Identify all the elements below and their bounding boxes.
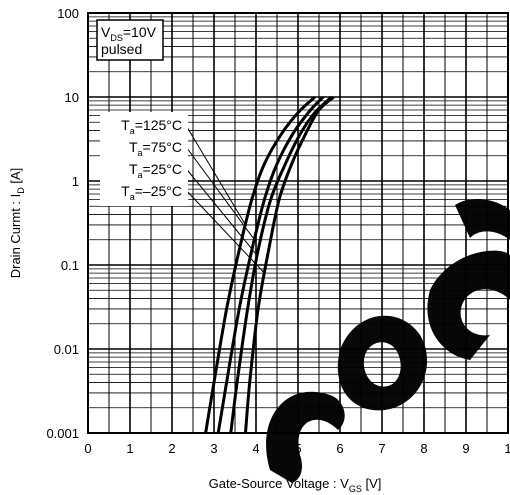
legend-entry-label: Ta=125°C	[121, 117, 182, 136]
grid	[88, 13, 508, 433]
x-axis-label-prefix: Gate-Source Voltage : V	[209, 476, 350, 491]
legend-leader-line	[183, 121, 246, 226]
y-tick-label: 1	[72, 174, 79, 189]
y-axis-label-subscript: D	[16, 187, 26, 194]
condition-line-vds-subscript: DS	[110, 33, 123, 43]
watermark-shape-4	[455, 198, 510, 240]
y-tick-labels: 0.001 0.01 0.1 1 10 100	[46, 6, 79, 441]
legend-leader-line	[183, 143, 255, 241]
x-tick-label: 1	[504, 441, 510, 456]
legend-entry-label-suffix: =25°C	[143, 161, 182, 177]
watermark	[266, 198, 510, 483]
x-tick-label: 1	[126, 441, 133, 456]
x-tick-label: 6	[336, 441, 343, 456]
x-axis-label-suffix: [V]	[362, 476, 382, 491]
series-line	[204, 95, 316, 434]
y-tick-label: 100	[57, 6, 79, 21]
legend-entries: Ta=125°CTa=75°CTa=25°CTa=–25°C	[121, 117, 182, 202]
watermark-shape-1	[266, 391, 345, 483]
series-line	[229, 95, 333, 434]
condition-line-vds: VDS=10V	[101, 24, 157, 43]
y-tick-label: 0.01	[54, 342, 79, 357]
legend-entry-label-prefix: T	[129, 161, 138, 177]
legend-entry-label: Ta=75°C	[129, 139, 182, 158]
watermark-shape-2	[337, 315, 428, 411]
y-tick-label: 0.1	[61, 258, 79, 273]
x-tick-label: 4	[252, 441, 259, 456]
legend-entry-label-prefix: T	[121, 183, 130, 199]
legend-leader-line	[183, 187, 265, 274]
y-axis-label: Drain Curmt : ID [A]	[8, 168, 26, 279]
condition-line-vds-suffix: =10V	[123, 24, 157, 40]
legend-entry-label-suffix: =–25°C	[135, 183, 182, 199]
legend-entry-label-subscript: a	[130, 192, 135, 202]
condition-box-frame	[96, 19, 164, 61]
condition-line-pulsed: pulsed	[101, 41, 142, 57]
legend: Ta=125°CTa=75°CTa=25°CTa=–25°C	[100, 112, 188, 206]
legend-entry-label-subscript: a	[138, 170, 143, 180]
watermark-shape-3	[427, 250, 510, 360]
x-axis-label-subscript: GS	[349, 484, 362, 494]
y-axis-label-prefix: Drain Curmt : I	[8, 194, 23, 279]
x-axis-label: Gate-Source Voltage : VGS [V]	[209, 476, 382, 494]
y-tick-label: 0.001	[46, 426, 79, 441]
series-layer	[204, 95, 335, 434]
y-tick-label: 10	[65, 90, 79, 105]
legend-entry-label-suffix: =75°C	[143, 139, 182, 155]
y-axis-label-suffix: [A]	[8, 168, 23, 188]
x-tick-label: 0	[84, 441, 91, 456]
legend-entry-label: Ta=–25°C	[121, 183, 182, 202]
legend-entry-label-subscript: a	[138, 148, 143, 158]
x-tick-label: 3	[210, 441, 217, 456]
legend-leader-line	[183, 165, 258, 256]
legend-entry-label-suffix: =125°C	[135, 117, 182, 133]
condition-box: VDS=10V pulsed	[96, 19, 164, 61]
legend-entry-label-prefix: T	[129, 139, 138, 155]
x-tick-label: 7	[378, 441, 385, 456]
x-tick-label: 8	[420, 441, 427, 456]
x-tick-label: 2	[168, 441, 175, 456]
legend-entry-label-prefix: T	[121, 117, 130, 133]
series-line	[244, 95, 335, 434]
legend-frame	[100, 112, 188, 206]
leader-lines	[183, 121, 265, 274]
series-line	[216, 95, 325, 434]
x-tick-labels: 01234567891	[84, 441, 510, 456]
x-tick-label: 9	[462, 441, 469, 456]
condition-line-vds-prefix: V	[101, 24, 111, 40]
legend-entry-label: Ta=25°C	[129, 161, 182, 180]
legend-entry-label-subscript: a	[130, 126, 135, 136]
